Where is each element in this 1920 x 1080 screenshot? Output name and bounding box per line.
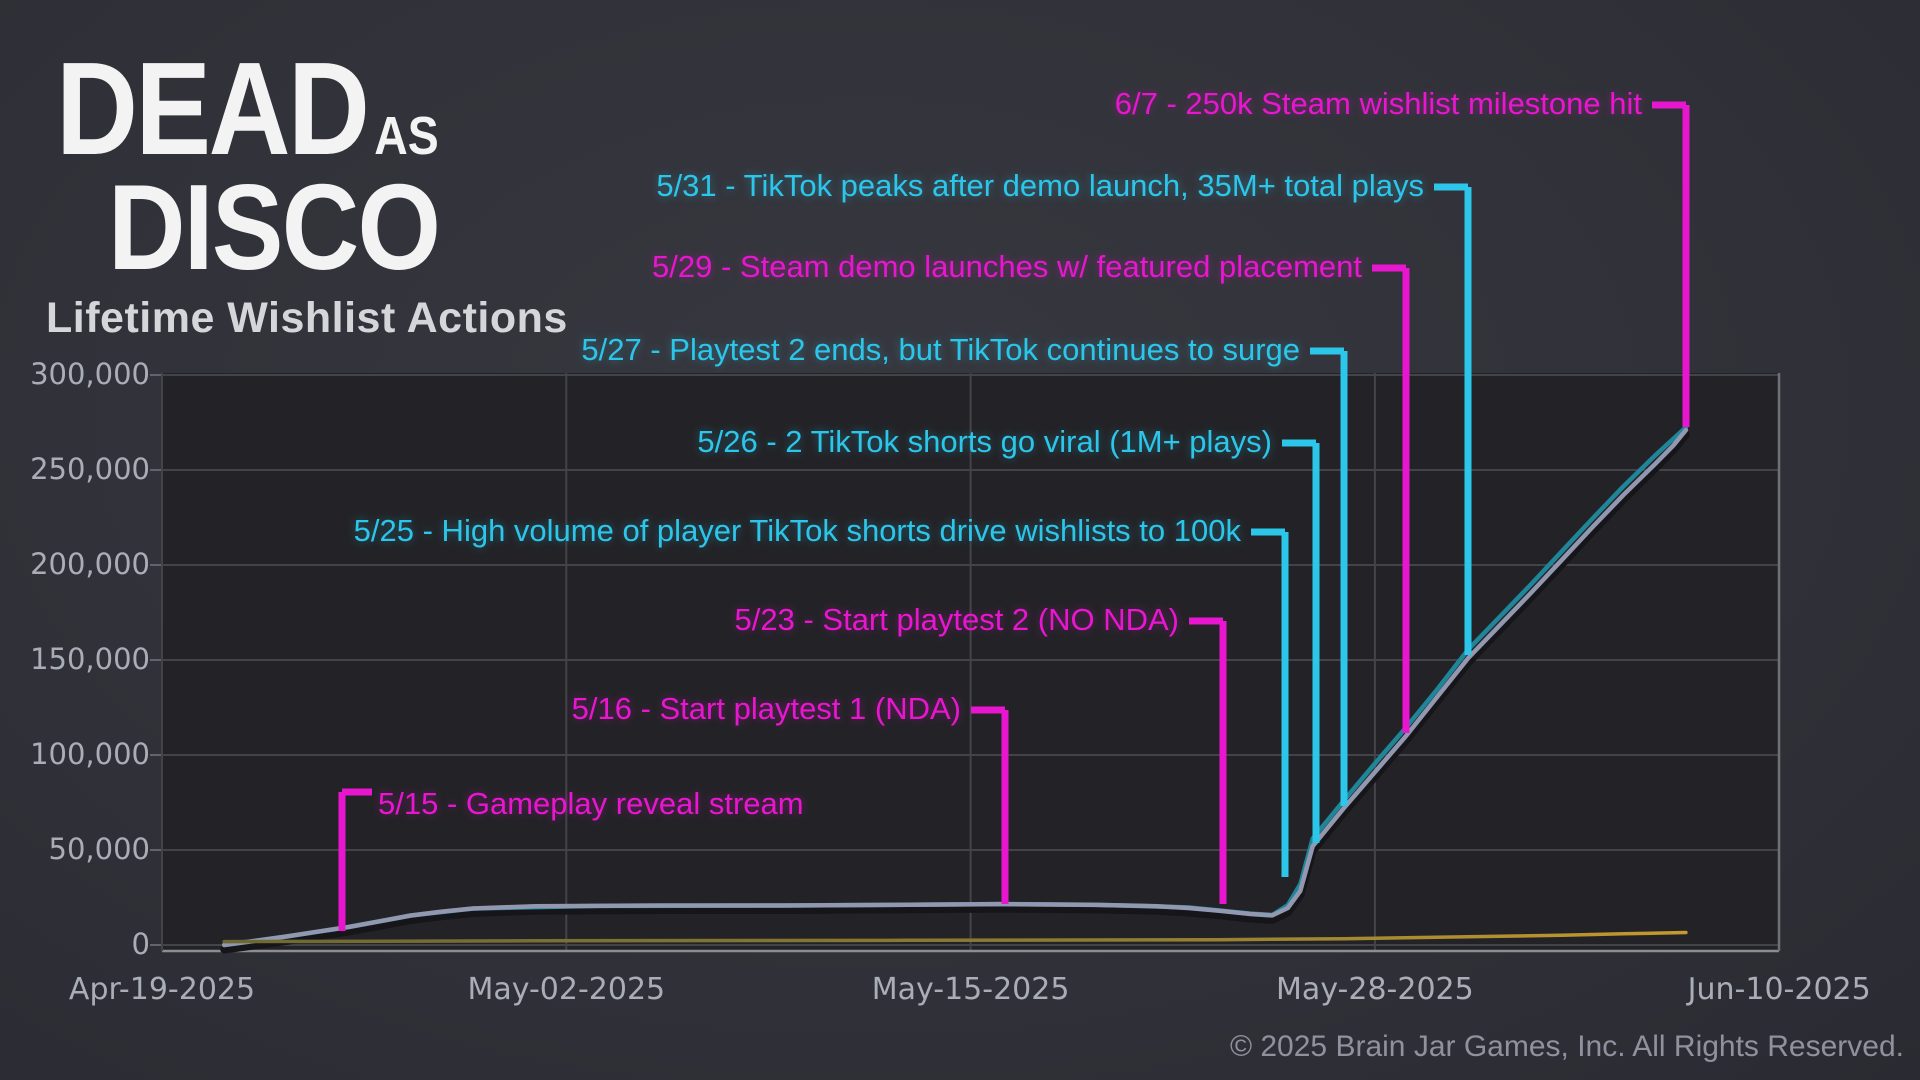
- annotation-6-7: 6/7 - 250k Steam wishlist milestone hit: [1114, 86, 1642, 121]
- annotation-5-31: 5/31 - TikTok peaks after demo launch, 3…: [656, 168, 1424, 203]
- logo-word-as: AS: [374, 106, 439, 167]
- logo-word-dead: DEAD: [56, 35, 370, 182]
- dead-as-disco-logo: DEAD AS DISCO: [56, 35, 501, 296]
- x-tick-label: Jun-10-2025: [1687, 972, 1871, 1007]
- y-tick-label: 50,000: [48, 832, 150, 866]
- y-tick-label: 100,000: [30, 737, 150, 771]
- annotation-5-25: 5/25 - High volume of player TikTok shor…: [353, 513, 1241, 548]
- annotation-5-26: 5/26 - 2 TikTok shorts go viral (1M+ pla…: [697, 424, 1272, 459]
- series-shadow-wishlist-total-gray: [220, 430, 1690, 954]
- annotation-5-15: 5/15 - Gameplay reveal stream: [378, 786, 804, 821]
- chart-title: Lifetime Wishlist Actions: [46, 294, 568, 342]
- logo-word-disco: DISCO: [108, 159, 441, 296]
- annotation-5-23: 5/23 - Start playtest 2 (NO NDA): [734, 602, 1179, 637]
- y-tick-label: 200,000: [30, 547, 150, 581]
- y-tick-label: 250,000: [30, 452, 150, 486]
- series-wishlist-deletes-gold: [222, 930, 1688, 944]
- annotation-5-29: 5/29 - Steam demo launches w/ featured p…: [652, 249, 1362, 284]
- y-tick-label: 300,000: [30, 357, 150, 391]
- x-tick-label: Apr-19-2025: [68, 972, 256, 1007]
- copyright-text: © 2025 Brain Jar Games, Inc. All Rights …: [1229, 1030, 1904, 1063]
- x-tick-label: May-02-2025: [467, 972, 666, 1007]
- y-tick-label: 0: [131, 927, 150, 961]
- y-tick-label: 150,000: [30, 642, 150, 676]
- annotation-5-27: 5/27 - Playtest 2 ends, but TikTok conti…: [581, 332, 1300, 367]
- x-tick-label: May-28-2025: [1276, 972, 1474, 1007]
- x-tick-label: May-15-2025: [871, 972, 1070, 1007]
- logo-row-1: DEAD AS: [56, 35, 439, 182]
- annotation-5-16: 5/16 - Start playtest 1 (NDA): [571, 691, 961, 726]
- series-wishlist-total-gray: [221, 427, 1689, 948]
